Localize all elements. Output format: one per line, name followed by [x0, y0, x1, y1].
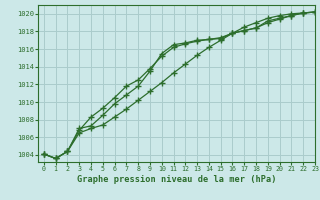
X-axis label: Graphe pression niveau de la mer (hPa): Graphe pression niveau de la mer (hPa)	[77, 175, 276, 184]
